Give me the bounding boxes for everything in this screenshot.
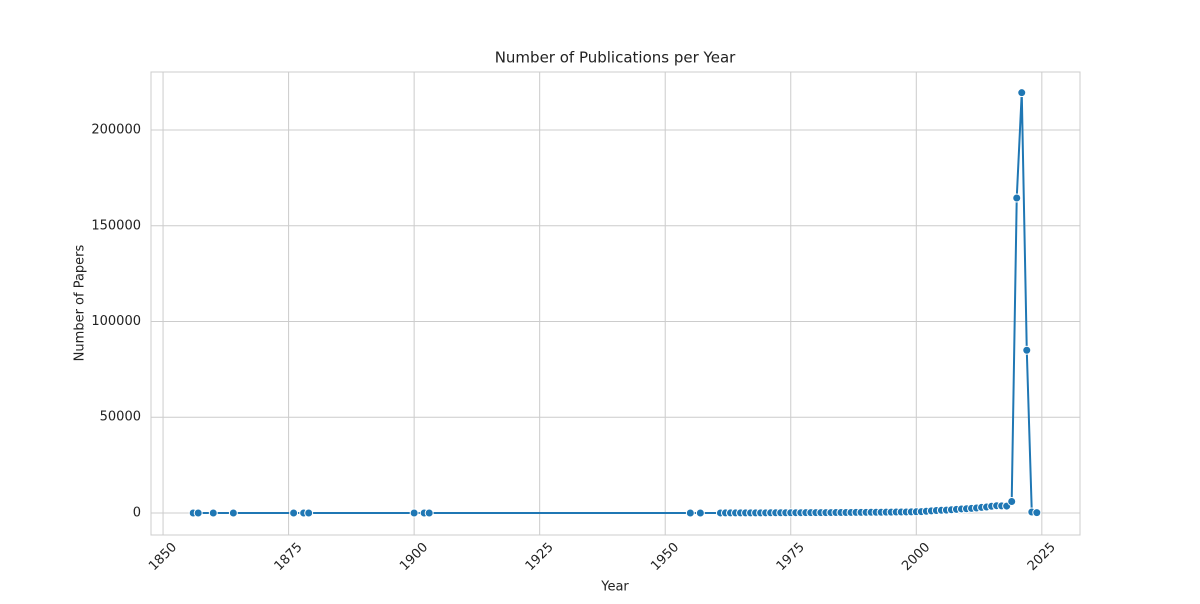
y-tick-label: 100000 [91,314,141,329]
data-point [193,508,203,518]
x-axis-label: Year [600,580,629,595]
data-point [304,508,314,518]
y-tick-label: 0 [133,505,141,520]
y-axis-label: Number of Papers [73,244,88,361]
x-tick-label: 2000 [899,540,933,574]
data-point [1012,193,1022,203]
y-tick-label: 200000 [91,123,141,138]
chart-title: Number of Publications per Year [495,49,736,67]
x-tick-label: 1875 [272,540,306,574]
x-tick-label: 2025 [1025,540,1059,574]
y-tick-label: 150000 [91,218,141,233]
x-tick-label: 1925 [523,540,557,574]
x-tick-label: 1900 [397,540,431,574]
data-point [289,508,299,518]
data-point [695,508,705,518]
data-point [424,508,434,518]
x-tick-label: 1975 [774,540,808,574]
data-point [1022,345,1032,355]
y-tick-label: 50000 [100,410,141,425]
data-point [1007,496,1017,506]
data-point [228,508,238,518]
x-tick-label: 1950 [648,540,682,574]
data-point [409,508,419,518]
data-point [685,508,695,518]
plot-area [150,71,1081,536]
data-point [208,508,218,518]
data-point [1032,508,1042,518]
data-point [1017,88,1027,98]
x-tick-label: 1850 [146,540,180,574]
